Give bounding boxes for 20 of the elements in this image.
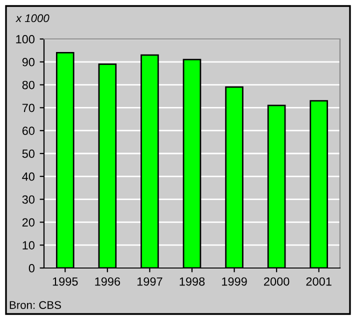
x-tick-label: 2000: [264, 277, 290, 286]
y-tick-label: 80: [22, 80, 35, 90]
x-tick-label: 1995: [52, 277, 78, 286]
y-tick-label: 100: [16, 35, 35, 44]
x-tick-label: 1997: [137, 277, 162, 286]
y-tick-label: 70: [22, 104, 35, 112]
y-tick-label: 30: [22, 195, 35, 204]
y-tick-label: 20: [22, 218, 35, 227]
y-tick-label: 50: [22, 150, 35, 158]
y-tick-label: 40: [22, 172, 35, 181]
y-axis-title: x 1000: [16, 14, 50, 22]
y-tick-label: 0: [28, 264, 35, 272]
text: Bron: CBS: [10, 301, 61, 309]
y-tick-label: 60: [22, 126, 35, 135]
x-tick-label: 1996: [95, 277, 120, 286]
y-tick-label: 10: [22, 241, 35, 250]
x-tick-label: 1998: [180, 277, 205, 286]
x-tick-label: 2001: [306, 277, 332, 286]
y-tick-label: 90: [22, 58, 35, 66]
x-tick-label: 1999: [222, 277, 247, 286]
